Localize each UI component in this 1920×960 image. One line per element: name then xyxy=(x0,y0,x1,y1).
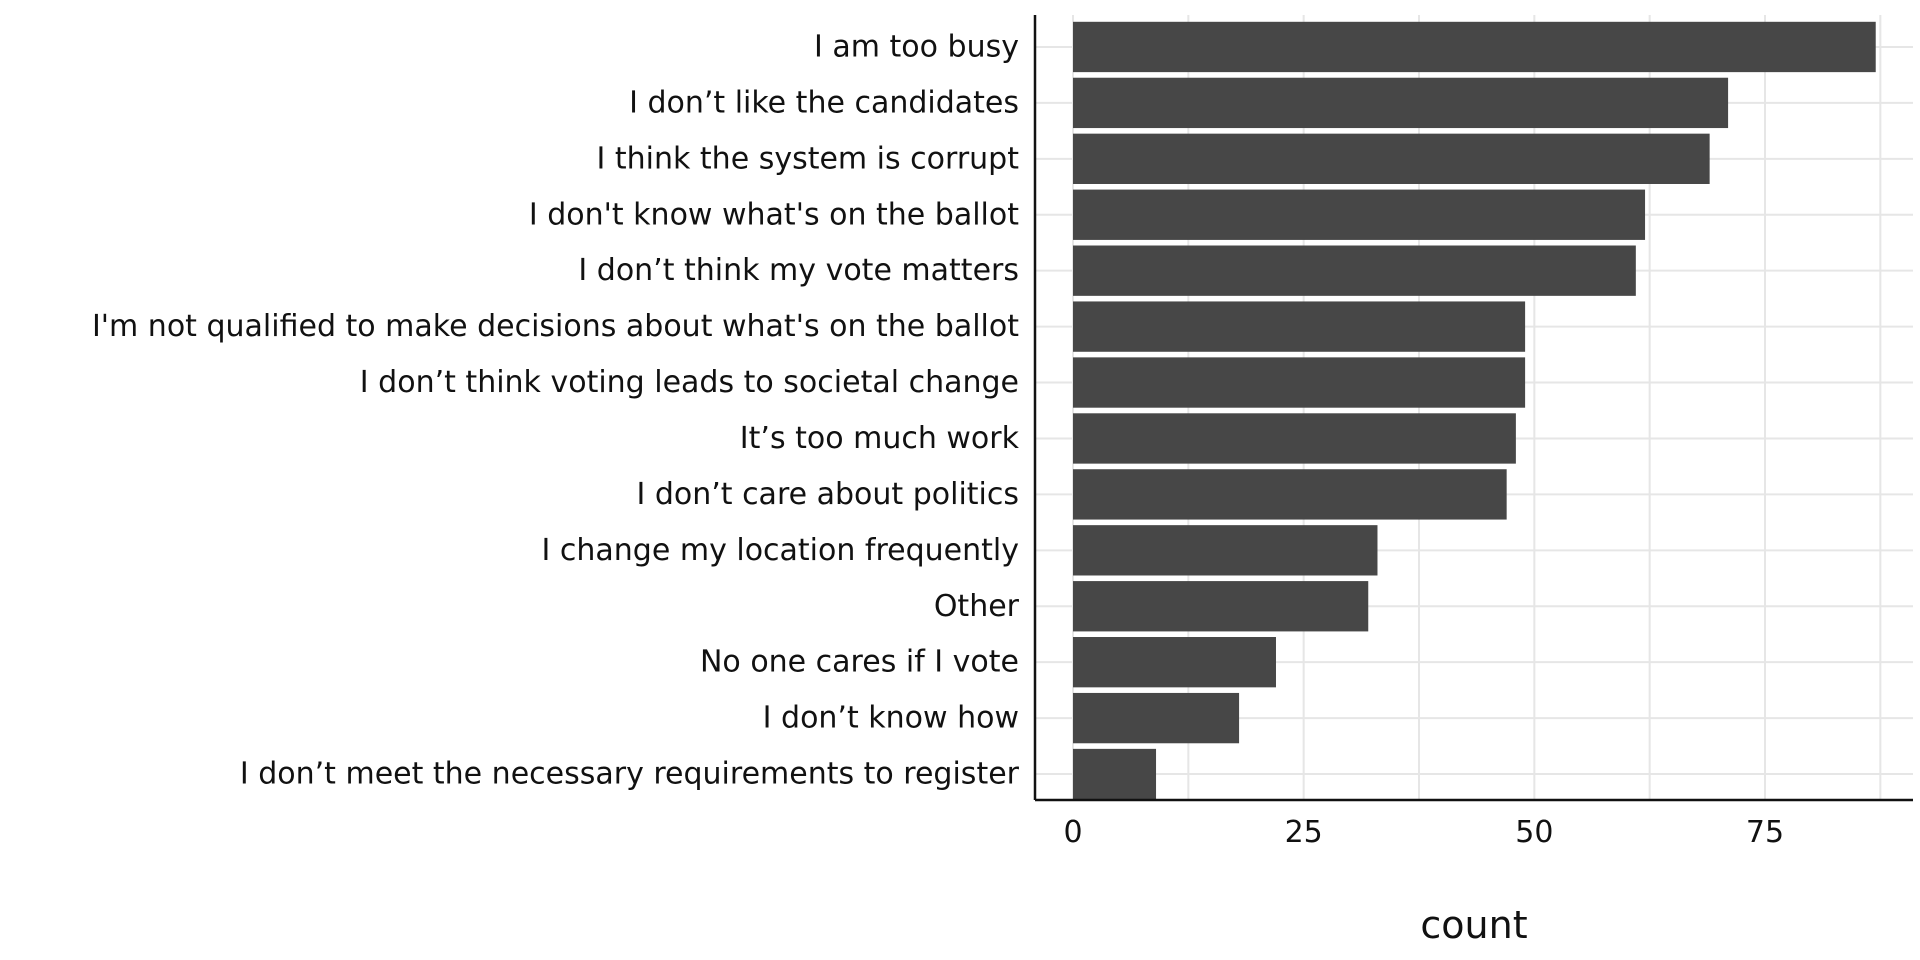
bar xyxy=(1073,21,1876,73)
axis-layer xyxy=(1033,15,1913,802)
category-label: No one cares if I vote xyxy=(700,645,1019,680)
bar xyxy=(1073,748,1157,800)
bar xyxy=(1073,357,1526,408)
category-label: I change my location frequently xyxy=(542,533,1019,568)
category-label: I don't know what's on the ballot xyxy=(529,197,1019,232)
bars-layer xyxy=(1073,21,1876,800)
category-label: I don’t like the candidates xyxy=(629,85,1019,120)
category-label: Other xyxy=(934,589,1020,624)
category-label: I'm not qualified to make decisions abou… xyxy=(92,309,1019,344)
x-axis-title: count xyxy=(1420,903,1527,947)
category-label: I don’t meet the necessary requirements … xyxy=(240,757,1020,792)
bar xyxy=(1073,77,1729,129)
category-label: I am too busy xyxy=(814,29,1019,64)
x-tick-label: 0 xyxy=(1063,815,1082,850)
category-label: I think the system is corrupt xyxy=(597,141,1020,176)
bar xyxy=(1073,301,1526,352)
category-label: I don’t think voting leads to societal c… xyxy=(360,365,1019,400)
bar xyxy=(1073,469,1507,520)
bar xyxy=(1073,189,1646,240)
bar xyxy=(1073,245,1636,296)
x-tick-label: 75 xyxy=(1746,815,1784,850)
bar xyxy=(1073,525,1378,576)
category-label: It’s too much work xyxy=(740,421,1020,456)
labels-layer: I am too busy I don’t like the candidates… xyxy=(92,29,1784,850)
bar xyxy=(1073,133,1710,184)
category-label: I don’t care about politics xyxy=(636,477,1019,512)
bar xyxy=(1073,692,1240,744)
bar xyxy=(1073,637,1276,688)
bar xyxy=(1073,581,1369,632)
category-label: I don’t think my vote matters xyxy=(578,253,1019,288)
bar xyxy=(1073,413,1516,464)
x-tick-label: 25 xyxy=(1285,815,1323,850)
x-tick-label: 50 xyxy=(1515,815,1553,850)
category-label: I don’t know how xyxy=(763,701,1019,736)
